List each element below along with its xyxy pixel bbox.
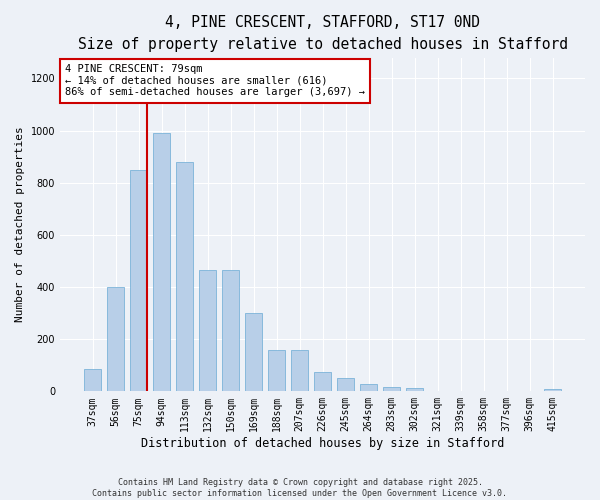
X-axis label: Distribution of detached houses by size in Stafford: Distribution of detached houses by size … <box>141 437 504 450</box>
Y-axis label: Number of detached properties: Number of detached properties <box>15 126 25 322</box>
Bar <box>222 270 239 392</box>
Bar <box>360 384 377 392</box>
Bar <box>314 372 331 392</box>
Bar <box>199 270 216 392</box>
Bar <box>245 313 262 392</box>
Bar <box>406 388 423 392</box>
Bar <box>383 388 400 392</box>
Bar <box>176 162 193 392</box>
Bar <box>429 391 446 392</box>
Bar <box>337 378 354 392</box>
Bar <box>268 350 285 392</box>
Bar <box>153 133 170 392</box>
Bar <box>544 389 561 392</box>
Bar <box>107 287 124 392</box>
Bar <box>84 369 101 392</box>
Bar <box>130 170 147 392</box>
Bar <box>291 350 308 392</box>
Text: 4 PINE CRESCENT: 79sqm
← 14% of detached houses are smaller (616)
86% of semi-de: 4 PINE CRESCENT: 79sqm ← 14% of detached… <box>65 64 365 98</box>
Title: 4, PINE CRESCENT, STAFFORD, ST17 0ND
Size of property relative to detached house: 4, PINE CRESCENT, STAFFORD, ST17 0ND Siz… <box>77 15 568 52</box>
Text: Contains HM Land Registry data © Crown copyright and database right 2025.
Contai: Contains HM Land Registry data © Crown c… <box>92 478 508 498</box>
